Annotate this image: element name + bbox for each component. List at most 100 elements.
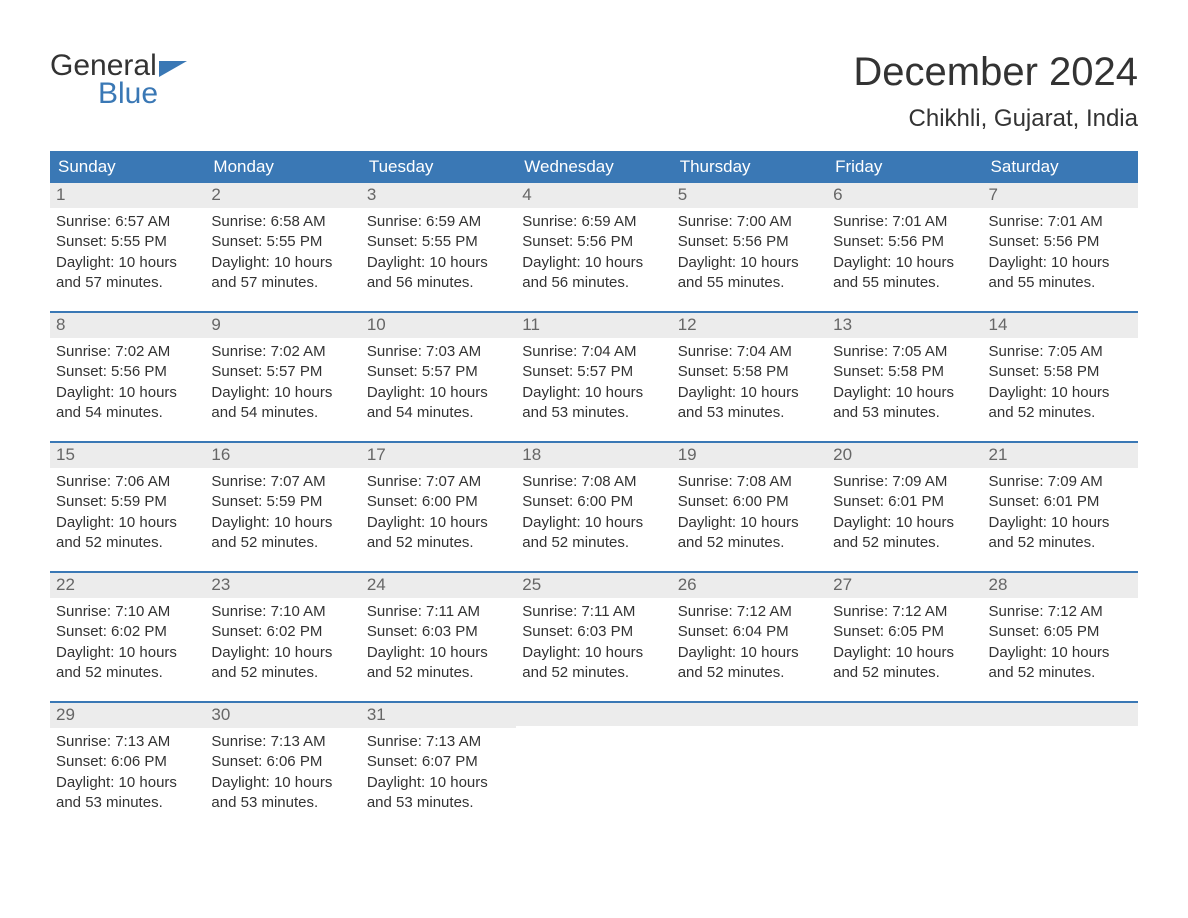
day-sunrise: Sunrise: 7:02 AM bbox=[211, 342, 354, 362]
day-daylight1: Daylight: 10 hours bbox=[367, 773, 510, 793]
day-number: 22 bbox=[56, 575, 75, 594]
day-daylight2: and 56 minutes. bbox=[522, 273, 665, 293]
day-sunset: Sunset: 5:58 PM bbox=[989, 362, 1132, 382]
daynum-row: 9 bbox=[205, 313, 360, 338]
day-sunrise: Sunrise: 6:59 AM bbox=[367, 212, 510, 232]
day-daylight2: and 52 minutes. bbox=[56, 663, 199, 683]
day-body: Sunrise: 7:01 AMSunset: 5:56 PMDaylight:… bbox=[983, 208, 1138, 293]
day-daylight1: Daylight: 10 hours bbox=[367, 643, 510, 663]
day-body: Sunrise: 7:12 AMSunset: 6:05 PMDaylight:… bbox=[983, 598, 1138, 683]
day-cell: 23Sunrise: 7:10 AMSunset: 6:02 PMDayligh… bbox=[205, 573, 360, 701]
week-row: 1Sunrise: 6:57 AMSunset: 5:55 PMDaylight… bbox=[50, 183, 1138, 311]
day-cell: 15Sunrise: 7:06 AMSunset: 5:59 PMDayligh… bbox=[50, 443, 205, 571]
week-row: 29Sunrise: 7:13 AMSunset: 6:06 PMDayligh… bbox=[50, 701, 1138, 831]
daynum-row: 4 bbox=[516, 183, 671, 208]
day-body: Sunrise: 7:02 AMSunset: 5:56 PMDaylight:… bbox=[50, 338, 205, 423]
day-sunset: Sunset: 5:55 PM bbox=[211, 232, 354, 252]
daynum-row: 3 bbox=[361, 183, 516, 208]
day-cell: 22Sunrise: 7:10 AMSunset: 6:02 PMDayligh… bbox=[50, 573, 205, 701]
day-daylight1: Daylight: 10 hours bbox=[522, 513, 665, 533]
daynum-row-empty bbox=[983, 703, 1138, 726]
day-daylight1: Daylight: 10 hours bbox=[211, 253, 354, 273]
day-sunrise: Sunrise: 7:08 AM bbox=[522, 472, 665, 492]
day-sunset: Sunset: 6:05 PM bbox=[833, 622, 976, 642]
day-daylight2: and 52 minutes. bbox=[833, 663, 976, 683]
daynum-row: 15 bbox=[50, 443, 205, 468]
day-sunrise: Sunrise: 6:57 AM bbox=[56, 212, 199, 232]
day-daylight1: Daylight: 10 hours bbox=[211, 383, 354, 403]
day-sunset: Sunset: 5:57 PM bbox=[522, 362, 665, 382]
dayheader: Wednesday bbox=[516, 151, 671, 183]
day-cell: 26Sunrise: 7:12 AMSunset: 6:04 PMDayligh… bbox=[672, 573, 827, 701]
day-sunrise: Sunrise: 7:12 AM bbox=[833, 602, 976, 622]
day-cell: 14 Sunrise: 7:05 AMSunset: 5:58 PMDayligh… bbox=[983, 313, 1138, 441]
day-sunrise: Sunrise: 7:11 AM bbox=[367, 602, 510, 622]
day-sunset: Sunset: 6:01 PM bbox=[833, 492, 976, 512]
day-sunset: Sunset: 6:00 PM bbox=[678, 492, 821, 512]
day-sunrise: Sunrise: 7:13 AM bbox=[367, 732, 510, 752]
day-daylight1: Daylight: 10 hours bbox=[989, 513, 1132, 533]
day-daylight2: and 52 minutes. bbox=[56, 533, 199, 553]
page-title: December 2024 bbox=[853, 50, 1138, 95]
day-cell: 12Sunrise: 7:04 AMSunset: 5:58 PMDayligh… bbox=[672, 313, 827, 441]
calendar: SundayMondayTuesdayWednesdayThursdayFrid… bbox=[50, 151, 1138, 831]
day-cell: 30Sunrise: 7:13 AMSunset: 6:06 PMDayligh… bbox=[205, 703, 360, 831]
day-sunset: Sunset: 5:56 PM bbox=[56, 362, 199, 382]
day-cell: 24 Sunrise: 7:11 AMSunset: 6:03 PMDayligh… bbox=[361, 573, 516, 701]
day-number: 20 bbox=[833, 445, 852, 464]
daynum-row: 10 bbox=[361, 313, 516, 338]
daynum-row: 20 bbox=[827, 443, 982, 468]
day-body: Sunrise: 7:11 AMSunset: 6:03 PMDaylight:… bbox=[361, 598, 516, 683]
day-body: Sunrise: 6:57 AMSunset: 5:55 PMDaylight:… bbox=[50, 208, 205, 293]
logo-flag-icon bbox=[159, 61, 187, 77]
day-sunset: Sunset: 6:03 PM bbox=[367, 622, 510, 642]
day-daylight2: and 52 minutes. bbox=[989, 533, 1132, 553]
day-daylight2: and 55 minutes. bbox=[989, 273, 1132, 293]
day-body: Sunrise: 7:08 AMSunset: 6:00 PMDaylight:… bbox=[672, 468, 827, 553]
day-cell: 13Sunrise: 7:05 AMSunset: 5:58 PMDayligh… bbox=[827, 313, 982, 441]
day-daylight2: and 57 minutes. bbox=[56, 273, 199, 293]
week-row: 15Sunrise: 7:06 AMSunset: 5:59 PMDayligh… bbox=[50, 441, 1138, 571]
day-cell: 20Sunrise: 7:09 AMSunset: 6:01 PMDayligh… bbox=[827, 443, 982, 571]
day-number: 6 bbox=[833, 185, 842, 204]
day-number: 14 bbox=[989, 315, 1008, 334]
day-number: 5 bbox=[678, 185, 687, 204]
day-cell: 28Sunrise: 7:12 AMSunset: 6:05 PMDayligh… bbox=[983, 573, 1138, 701]
day-sunrise: Sunrise: 7:02 AM bbox=[56, 342, 199, 362]
day-number: 27 bbox=[833, 575, 852, 594]
dayheader: Thursday bbox=[672, 151, 827, 183]
daynum-row: 27 bbox=[827, 573, 982, 598]
day-body: Sunrise: 7:03 AMSunset: 5:57 PMDaylight:… bbox=[361, 338, 516, 423]
daynum-row: 18 bbox=[516, 443, 671, 468]
day-sunrise: Sunrise: 7:12 AM bbox=[989, 602, 1132, 622]
day-sunrise: Sunrise: 7:08 AM bbox=[678, 472, 821, 492]
day-number: 24 bbox=[367, 575, 386, 594]
day-cell bbox=[672, 703, 827, 831]
day-sunset: Sunset: 6:07 PM bbox=[367, 752, 510, 772]
day-cell: 18Sunrise: 7:08 AMSunset: 6:00 PMDayligh… bbox=[516, 443, 671, 571]
dayheader: Saturday bbox=[983, 151, 1138, 183]
day-body: Sunrise: 7:07 AMSunset: 6:00 PMDaylight:… bbox=[361, 468, 516, 553]
day-number: 8 bbox=[56, 315, 65, 334]
day-number: 23 bbox=[211, 575, 230, 594]
day-daylight1: Daylight: 10 hours bbox=[678, 643, 821, 663]
day-daylight1: Daylight: 10 hours bbox=[989, 643, 1132, 663]
day-daylight2: and 52 minutes. bbox=[367, 533, 510, 553]
day-cell: 2Sunrise: 6:58 AMSunset: 5:55 PMDaylight… bbox=[205, 183, 360, 311]
day-daylight1: Daylight: 10 hours bbox=[56, 513, 199, 533]
dayheader-row: SundayMondayTuesdayWednesdayThursdayFrid… bbox=[50, 151, 1138, 183]
daynum-row-empty bbox=[827, 703, 982, 726]
day-body: Sunrise: 7:04 AMSunset: 5:58 PMDaylight:… bbox=[672, 338, 827, 423]
day-daylight1: Daylight: 10 hours bbox=[522, 643, 665, 663]
daynum-row: 24 bbox=[361, 573, 516, 598]
day-daylight1: Daylight: 10 hours bbox=[522, 253, 665, 273]
day-sunset: Sunset: 5:57 PM bbox=[211, 362, 354, 382]
day-daylight2: and 52 minutes. bbox=[211, 663, 354, 683]
day-daylight2: and 54 minutes. bbox=[367, 403, 510, 423]
day-body: Sunrise: 7:05 AMSunset: 5:58 PMDaylight:… bbox=[983, 338, 1138, 423]
day-sunset: Sunset: 5:59 PM bbox=[211, 492, 354, 512]
location-subtitle: Chikhli, Gujarat, India bbox=[853, 105, 1138, 133]
day-sunrise: Sunrise: 7:07 AM bbox=[211, 472, 354, 492]
daynum-row: 7 bbox=[983, 183, 1138, 208]
day-body: Sunrise: 7:00 AMSunset: 5:56 PMDaylight:… bbox=[672, 208, 827, 293]
